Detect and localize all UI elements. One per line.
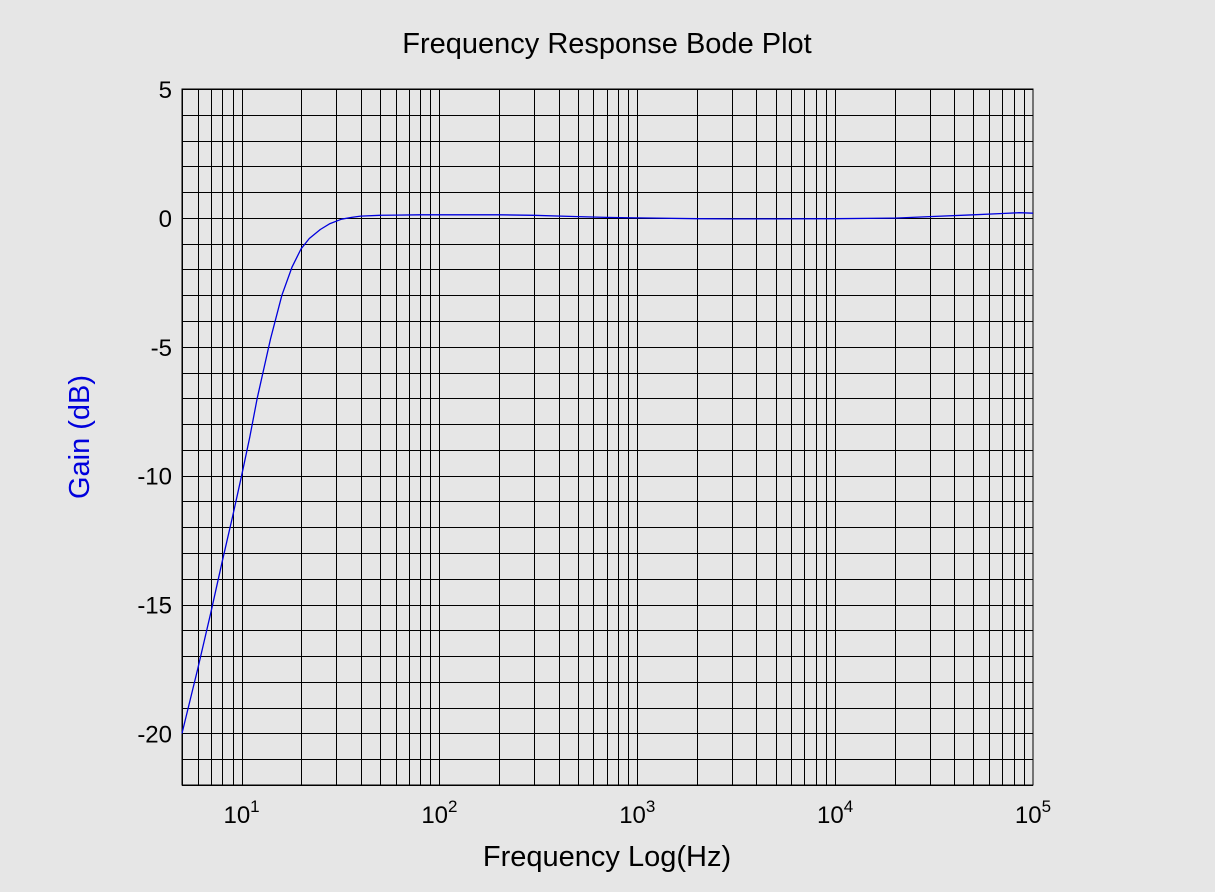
chart-title: Frequency Response Bode Plot bbox=[402, 28, 811, 60]
x-tick-label: 102 bbox=[421, 797, 457, 829]
y-tick-label: -20 bbox=[137, 721, 172, 748]
plot-frame bbox=[181, 88, 1034, 786]
x-tick-labels: 101 102 103 104 105 bbox=[223, 797, 1051, 829]
y-tick-label: 5 bbox=[159, 77, 172, 104]
x-tick-label: 103 bbox=[619, 797, 655, 829]
y-tick-label: -10 bbox=[137, 464, 172, 491]
y-tick-label: -5 bbox=[151, 335, 172, 362]
y-tick-label: 0 bbox=[159, 206, 172, 233]
x-tick-label: 101 bbox=[223, 797, 259, 829]
x-tick-label: 104 bbox=[817, 797, 853, 829]
gain-series-line bbox=[181, 212, 1034, 734]
series-layer bbox=[181, 212, 1034, 734]
x-tick-label: 105 bbox=[1015, 797, 1051, 829]
y-axis-title: Gain (dB) bbox=[64, 375, 96, 499]
y-tick-label: -15 bbox=[137, 593, 172, 620]
y-tick-labels: 5 0 -5 -10 -15 -20 bbox=[137, 77, 172, 748]
x-axis-title: Frequency Log(Hz) bbox=[483, 841, 731, 873]
